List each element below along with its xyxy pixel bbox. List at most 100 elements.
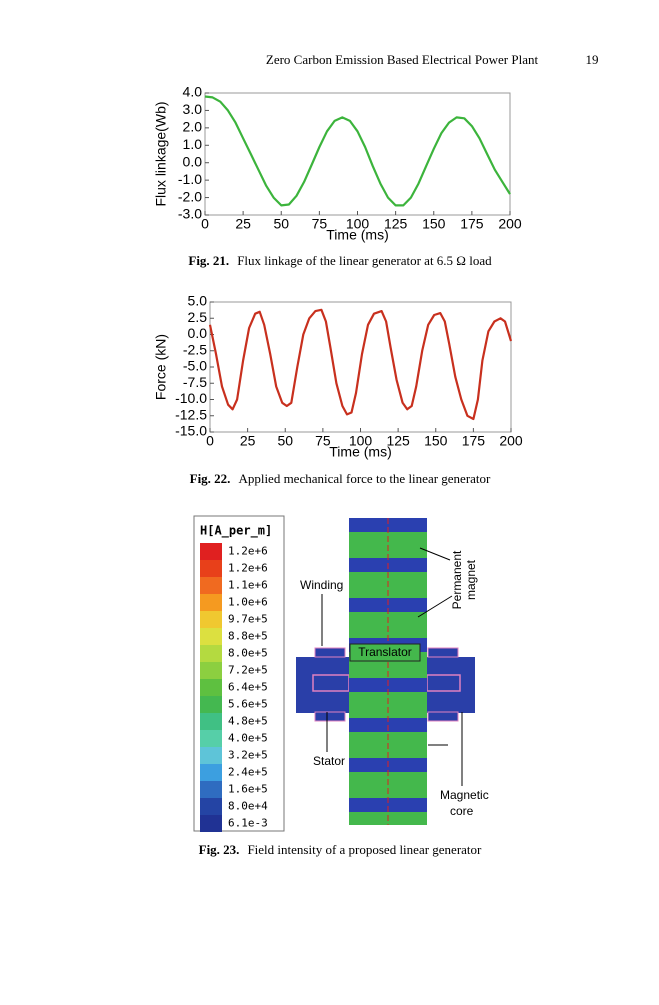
y-tick-label: -5.0 bbox=[183, 358, 207, 374]
y-tick-label: 0.0 bbox=[188, 325, 208, 341]
color-swatch bbox=[200, 560, 222, 577]
caption-label: Fig. 23. bbox=[199, 842, 240, 857]
x-tick-label: 150 bbox=[424, 433, 448, 449]
caption: Fig. 23. Field intensity of a proposed li… bbox=[199, 842, 482, 857]
field-figure: H[A_per_m] 1.2e+6 1.2e+6 1.1e+6 1.0e+6 9.7e+… bbox=[193, 515, 489, 832]
color-label: 1.2e+6 bbox=[228, 562, 268, 575]
color-swatch bbox=[200, 781, 222, 798]
caption-text: Flux linkage of the linear generator at … bbox=[237, 253, 492, 268]
color-label: 9.7e+5 bbox=[228, 613, 268, 626]
y-tick-label: 3.0 bbox=[183, 101, 203, 117]
color-label: 4.0e+5 bbox=[228, 732, 268, 745]
x-tick-label: 0 bbox=[206, 433, 214, 449]
annotation: Stator bbox=[313, 754, 345, 768]
chart: -15.0-12.5-10.0-7.5-5.0-2.50.02.55.0 0 25 5… bbox=[153, 293, 523, 460]
y-tick-label: -15.0 bbox=[175, 423, 207, 439]
color-label: 1.6e+5 bbox=[228, 783, 268, 796]
color-label: 8.0e+5 bbox=[228, 647, 268, 660]
running-title: Zero Carbon Emission Based Electrical Po… bbox=[266, 52, 539, 67]
x-tick-label: 100 bbox=[349, 433, 373, 449]
color-swatch bbox=[200, 662, 222, 679]
color-label: 6.4e+5 bbox=[228, 681, 268, 694]
winding-r1 bbox=[427, 647, 459, 658]
winding-l2 bbox=[314, 711, 346, 722]
x-tick-label: 25 bbox=[235, 216, 251, 232]
caption: Fig. 21. Flux linkage of the linear gener… bbox=[188, 253, 492, 268]
magnet-stripe bbox=[349, 692, 427, 718]
annotation: Translator bbox=[358, 645, 412, 659]
y-tick-label: 1.0 bbox=[183, 136, 203, 152]
color-label: 1.1e+6 bbox=[228, 579, 268, 592]
color-swatch bbox=[200, 679, 222, 696]
y-tick-label: 2.5 bbox=[188, 309, 208, 325]
arrow bbox=[417, 595, 453, 618]
color-label: 8.0e+4 bbox=[228, 800, 268, 813]
x-tick-label: 175 bbox=[462, 433, 486, 449]
annotation: Magnetic bbox=[440, 788, 489, 802]
color-swatch bbox=[200, 815, 222, 832]
color-label: 5.6e+5 bbox=[228, 698, 268, 711]
x-tick-label: 50 bbox=[277, 433, 293, 449]
x-tick-label: 175 bbox=[460, 216, 484, 232]
data-line bbox=[204, 95, 511, 207]
x-tick-label: 50 bbox=[273, 216, 289, 232]
colorbar: 1.2e+6 1.2e+6 1.1e+6 1.0e+6 9.7e+5 8.8e+5 8.0e… bbox=[200, 543, 268, 832]
caption-text: Field intensity of a proposed linear gen… bbox=[247, 842, 482, 857]
y-tick-label: -1.0 bbox=[178, 171, 202, 187]
caption-label: Fig. 21. bbox=[188, 253, 229, 268]
color-label: 8.8e+5 bbox=[228, 630, 268, 643]
y-tick-label: -10.0 bbox=[175, 390, 207, 406]
color-swatch bbox=[200, 594, 222, 611]
winding-r2 bbox=[427, 711, 459, 722]
y-tick-label: -12.5 bbox=[175, 406, 207, 422]
color-swatch bbox=[200, 730, 222, 747]
winding-l1 bbox=[314, 647, 346, 658]
x-tick-label: 0 bbox=[201, 216, 209, 232]
caption: Fig. 22. Applied mechanical force to the … bbox=[190, 471, 491, 486]
x-axis-label: Time (ms) bbox=[329, 444, 391, 460]
x-tick-label: 75 bbox=[315, 433, 331, 449]
data-line bbox=[208, 308, 513, 421]
y-tick-label: 2.0 bbox=[183, 119, 203, 135]
color-swatch bbox=[200, 798, 222, 815]
x-tick-label: 125 bbox=[384, 216, 408, 232]
color-label: 7.2e+5 bbox=[228, 664, 268, 677]
machine: Translator Winding Stator Magnetic core Perma… bbox=[296, 518, 489, 825]
colorbar-title: H[A_per_m] bbox=[200, 524, 272, 539]
color-swatch bbox=[200, 713, 222, 730]
x-tick-label: 125 bbox=[386, 433, 410, 449]
color-label: 1.0e+6 bbox=[228, 596, 268, 609]
core-stripe bbox=[349, 798, 427, 812]
x-tick-label: 25 bbox=[240, 433, 256, 449]
core-stripe bbox=[349, 518, 427, 532]
color-swatch bbox=[200, 696, 222, 713]
color-swatch bbox=[200, 543, 222, 560]
y-tick-label: -2.0 bbox=[178, 188, 202, 204]
annotation: magnet bbox=[464, 559, 478, 600]
color-label: 4.8e+5 bbox=[228, 715, 268, 728]
y-tick-label: -7.5 bbox=[183, 374, 207, 390]
captions: Fig. 21. Flux linkage of the linear gener… bbox=[188, 253, 492, 857]
color-swatch bbox=[200, 764, 222, 781]
color-swatch bbox=[200, 577, 222, 594]
caption-text: Applied mechanical force to the linear g… bbox=[238, 471, 491, 486]
x-axis-label: Time (ms) bbox=[326, 227, 388, 243]
y-tick-label: 4.0 bbox=[183, 84, 203, 100]
color-label: 2.4e+5 bbox=[228, 766, 268, 779]
page-number: 19 bbox=[586, 52, 599, 67]
y-tick-label: -3.0 bbox=[178, 206, 202, 222]
y-tick-label: 0.0 bbox=[183, 153, 203, 169]
color-label: 3.2e+5 bbox=[228, 749, 268, 762]
color-swatch bbox=[200, 747, 222, 764]
color-swatch bbox=[200, 645, 222, 662]
x-tick-label: 100 bbox=[346, 216, 370, 232]
stator-left bbox=[296, 657, 349, 713]
caption-label: Fig. 22. bbox=[190, 471, 231, 486]
annotation: core bbox=[450, 804, 474, 818]
charts: -3.0-2.0-1.00.01.02.03.04.00 25 50 75 100 125… bbox=[153, 84, 523, 460]
chart: -3.0 -2.0-1.0 0.01.02.0 3.04.0 0 25 50 75 100 125… bbox=[153, 84, 522, 243]
y-axis-label: Flux linkage(Wb) bbox=[153, 101, 169, 206]
translator-box bbox=[349, 643, 421, 662]
x-tick-label: 75 bbox=[312, 216, 328, 232]
